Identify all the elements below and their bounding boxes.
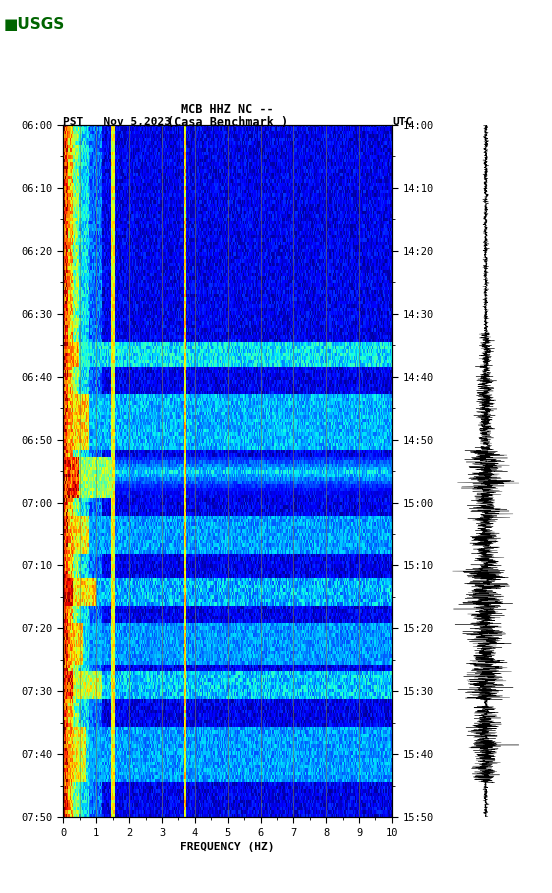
- Text: (Casa Benchmark ): (Casa Benchmark ): [167, 116, 288, 129]
- Text: PST   Nov 5,2023: PST Nov 5,2023: [63, 117, 172, 128]
- Text: UTC: UTC: [392, 117, 412, 128]
- Text: MCB HHZ NC --: MCB HHZ NC --: [182, 104, 274, 116]
- X-axis label: FREQUENCY (HZ): FREQUENCY (HZ): [181, 842, 275, 852]
- Text: ■USGS: ■USGS: [3, 17, 65, 32]
